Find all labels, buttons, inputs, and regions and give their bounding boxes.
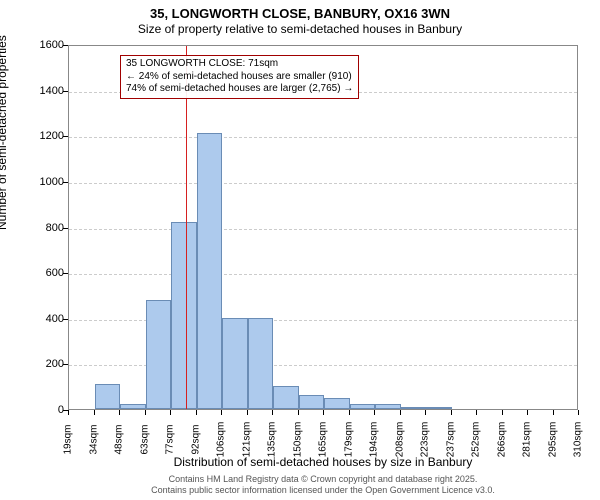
annotation-line-2: ← 24% of semi-detached houses are smalle…: [126, 71, 353, 84]
y-tick-label: 0: [24, 404, 64, 416]
histogram-bar: [401, 407, 427, 409]
histogram-bar: [273, 386, 299, 409]
x-tick-label: 19sqm: [63, 424, 74, 454]
histogram-bar: [324, 398, 350, 409]
histogram-bar: [197, 133, 223, 409]
y-tick-mark: [63, 364, 68, 365]
attribution-line-1: Contains HM Land Registry data © Crown c…: [68, 474, 578, 484]
annotation-line-1: 35 LONGWORTH CLOSE: 71sqm: [126, 58, 353, 71]
x-tick-mark: [68, 410, 69, 415]
x-tick-label: 223sqm: [420, 422, 431, 458]
x-tick-label: 295sqm: [547, 422, 558, 458]
x-tick-mark: [349, 410, 350, 415]
y-tick-mark: [63, 91, 68, 92]
x-tick-mark: [298, 410, 299, 415]
y-tick-label: 1000: [24, 176, 64, 188]
x-tick-label: 106sqm: [216, 422, 227, 458]
x-tick-mark: [119, 410, 120, 415]
y-tick-mark: [63, 228, 68, 229]
x-tick-label: 194sqm: [369, 422, 380, 458]
x-tick-label: 63sqm: [139, 424, 150, 454]
histogram-bar: [375, 404, 401, 409]
x-tick-label: 179sqm: [343, 422, 354, 458]
y-tick-label: 800: [24, 222, 64, 234]
y-tick-mark: [63, 319, 68, 320]
chart-subtitle: Size of property relative to semi-detach…: [0, 22, 600, 36]
x-tick-mark: [272, 410, 273, 415]
histogram-bar: [95, 384, 121, 409]
x-tick-label: 48sqm: [114, 424, 125, 454]
x-tick-mark: [145, 410, 146, 415]
attribution-line-2: Contains public sector information licen…: [68, 485, 578, 495]
x-tick-label: 34sqm: [88, 424, 99, 454]
y-tick-label: 1200: [24, 130, 64, 142]
x-tick-mark: [221, 410, 222, 415]
x-tick-mark: [527, 410, 528, 415]
plot-area: [68, 45, 578, 410]
x-tick-label: 252sqm: [471, 422, 482, 458]
x-tick-mark: [374, 410, 375, 415]
x-tick-mark: [400, 410, 401, 415]
x-tick-label: 121sqm: [241, 422, 252, 458]
x-tick-label: 165sqm: [318, 422, 329, 458]
gridline: [69, 183, 577, 184]
annotation-box: 35 LONGWORTH CLOSE: 71sqm ← 24% of semi-…: [120, 55, 359, 99]
x-tick-mark: [578, 410, 579, 415]
x-tick-mark: [502, 410, 503, 415]
y-tick-mark: [63, 136, 68, 137]
histogram-bar: [299, 395, 325, 409]
x-tick-mark: [247, 410, 248, 415]
x-tick-label: 135sqm: [267, 422, 278, 458]
x-tick-label: 310sqm: [573, 422, 584, 458]
histogram-bar: [426, 407, 452, 409]
x-tick-label: 150sqm: [292, 422, 303, 458]
y-tick-mark: [63, 273, 68, 274]
x-tick-label: 77sqm: [165, 424, 176, 454]
y-tick-label: 600: [24, 267, 64, 279]
x-tick-mark: [94, 410, 95, 415]
x-tick-mark: [196, 410, 197, 415]
gridline: [69, 137, 577, 138]
x-tick-mark: [451, 410, 452, 415]
x-tick-mark: [323, 410, 324, 415]
x-tick-label: 208sqm: [394, 422, 405, 458]
chart-title: 35, LONGWORTH CLOSE, BANBURY, OX16 3WN: [0, 6, 600, 21]
x-tick-mark: [425, 410, 426, 415]
histogram-bar: [222, 318, 248, 409]
y-tick-label: 1400: [24, 85, 64, 97]
gridline: [69, 229, 577, 230]
x-tick-mark: [553, 410, 554, 415]
y-axis-label: Number of semi-detached properties: [0, 35, 9, 230]
x-tick-label: 266sqm: [496, 422, 507, 458]
y-tick-mark: [63, 45, 68, 46]
x-tick-label: 237sqm: [445, 422, 456, 458]
x-tick-mark: [170, 410, 171, 415]
histogram-bar: [350, 404, 376, 409]
histogram-bar: [120, 404, 146, 409]
y-tick-label: 1600: [24, 39, 64, 51]
y-tick-mark: [63, 182, 68, 183]
y-tick-label: 400: [24, 313, 64, 325]
gridline: [69, 274, 577, 275]
histogram-bar: [248, 318, 274, 409]
y-tick-label: 200: [24, 358, 64, 370]
x-tick-label: 92sqm: [190, 424, 201, 454]
highlight-line: [186, 46, 187, 409]
x-tick-label: 281sqm: [522, 422, 533, 458]
annotation-line-3: 74% of semi-detached houses are larger (…: [126, 83, 353, 96]
histogram-bar: [146, 300, 172, 410]
x-tick-mark: [476, 410, 477, 415]
histogram-bar: [171, 222, 197, 409]
